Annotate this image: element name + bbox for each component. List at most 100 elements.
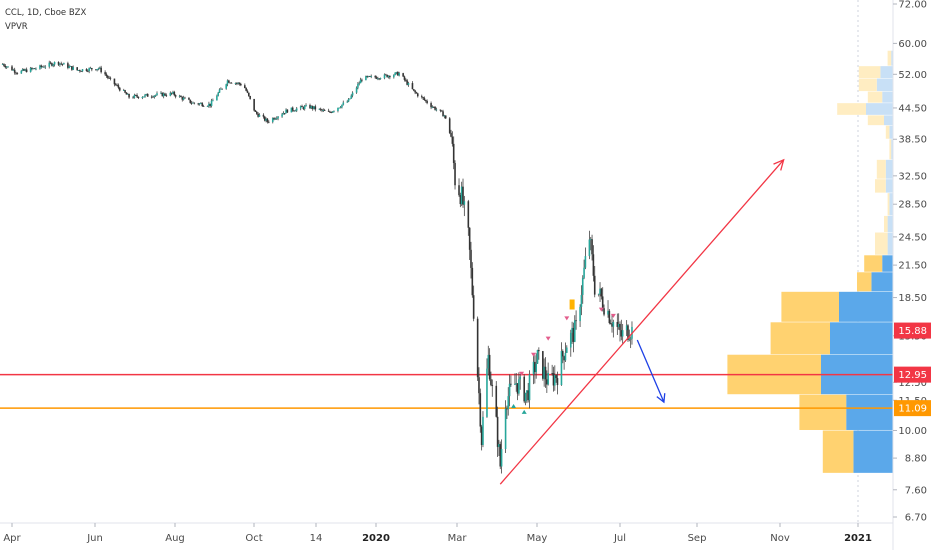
time-tick-label: Mar [448,533,468,544]
candle-down [184,97,186,99]
candle-down [106,76,109,78]
candle-up [160,92,162,94]
time-tick-label: Aug [165,533,185,544]
volume-bar-down [887,232,893,255]
candle-up [500,449,503,467]
chart-legend: CCL, 1D, Cboe BZX VPVR [5,8,86,32]
candle-down [458,185,460,196]
candle-down [403,76,406,80]
candle-up [379,78,382,80]
volume-bar-up [887,50,892,66]
candle-down [267,121,270,123]
candle-down [416,93,419,97]
price-tick-label: 52.00 [898,70,927,81]
candle-down [114,84,117,86]
candle-down [13,69,16,73]
candle-up [407,83,410,85]
candle-up [370,76,373,77]
candle-down [555,375,557,379]
candle-down [291,107,294,111]
candle-up [192,102,194,104]
sell-signal-marker [598,307,604,312]
candle-down [197,103,200,105]
volume-bar-down [846,394,893,430]
candle-down [462,186,464,205]
candle-down [229,82,231,84]
candle-up [20,70,23,74]
volume-bar-down [880,66,893,78]
candle-up [141,97,144,99]
candle-up [367,76,370,77]
candle-up [318,108,321,110]
candle-down [323,110,326,111]
buy-signal-marker [521,409,527,414]
candle-up [565,347,568,353]
candle-up [628,339,631,341]
candle-up [169,92,172,96]
volume-bar-down [885,179,893,193]
candle-down [255,111,258,114]
candle-down [87,70,89,72]
candle-up [133,94,136,98]
candle-down [422,97,424,99]
volume-bar-up [887,193,890,216]
sell-signal-marker [531,352,537,357]
candle-up [294,110,297,112]
drawings[interactable] [499,158,785,485]
candle-up [629,338,632,340]
candle-down [76,67,78,71]
candle-up [322,110,325,111]
candle-down [181,97,184,100]
candle-down [476,318,479,378]
price-axis[interactable]: 72.00 60.00 52.00 44.50 38.50 32.50 28.50 24.50… [892,0,927,550]
candle-up [208,103,210,107]
candle-down [480,426,483,445]
candlestick-series [1,60,633,474]
candle-up [435,109,438,111]
candle-up [198,103,201,105]
candle-up [271,118,274,123]
candle-down [468,227,471,250]
volume-bar-down [885,159,893,179]
candle-down [238,82,241,85]
candle-up [342,102,345,105]
candle-down [109,77,112,79]
legend-indicator: VPVR [5,22,28,32]
candle-up [583,267,585,278]
candle-down [442,111,444,117]
volume-bar-up [889,139,892,160]
price-tick-label: 44.50 [898,103,927,114]
candle-down [495,385,498,417]
candle-up [621,330,624,337]
volume-bar-down [853,430,893,473]
price-tick-label: 72.00 [898,0,927,11]
volume-bar-down [830,322,893,355]
candle-up [24,69,27,71]
time-tick-label: Jul [613,533,626,544]
horizontal-levels[interactable] [0,373,893,409]
candle-down [71,66,73,70]
candle-up [97,68,100,70]
time-axis[interactable]: Apr Jun Aug Oct 14 2020 Mar May Jul Sep Nov 2021 [0,522,893,544]
candle-down [556,378,559,386]
candle-up [547,373,549,385]
candle-up [69,66,72,67]
time-tick-label: May [527,533,548,544]
volume-bar-down [884,115,893,126]
candle-up [507,396,510,410]
candle-up [431,106,434,108]
candle-up [144,94,146,97]
candle-up [41,66,44,68]
candle-down [85,69,88,71]
candle-down [592,254,595,276]
candle-up [32,68,35,70]
volume-bar-up [781,291,839,322]
candle-down [551,373,553,374]
candle-down [266,118,269,122]
candle-up [460,186,463,205]
candle-up [153,95,156,98]
candle-down [165,95,168,97]
candle-up [210,100,213,106]
candle-down [538,350,540,352]
